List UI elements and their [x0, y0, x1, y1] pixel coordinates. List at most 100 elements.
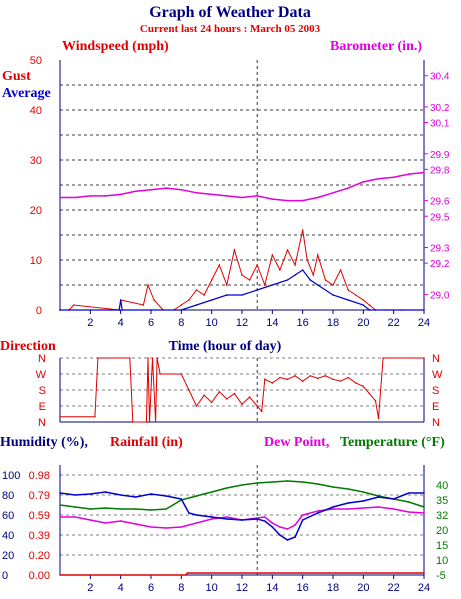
average-series-point: [226, 294, 228, 296]
direction-right-label: W: [432, 369, 443, 381]
average-series-point: [423, 309, 425, 311]
dewpoint-series-point: [119, 520, 122, 522]
dewpoint-series-point: [59, 516, 61, 518]
gust-series-point: [233, 249, 236, 251]
humidity-series-point: [362, 500, 365, 502]
gust-series-point: [347, 289, 350, 291]
direction-series-point: [279, 376, 281, 379]
legend-gust: Gust: [2, 69, 31, 84]
gust-series-point: [248, 279, 251, 281]
direction-series-point: [241, 403, 243, 406]
panel1-x-tick-label: 12: [236, 317, 248, 329]
direction-series-point: [355, 382, 357, 384]
direction-series-point: [226, 398, 228, 400]
humidity-series-point: [392, 498, 395, 500]
dewpoint-series-point: [180, 526, 183, 528]
panel3-x-tick-label: 6: [148, 582, 154, 594]
humidity-series-point: [241, 519, 243, 521]
gust-series-point: [180, 304, 183, 306]
panel1-x-tick-label: 20: [357, 317, 369, 329]
gust-series-point: [355, 294, 357, 296]
direction-series-point: [286, 378, 289, 381]
average-series-point: [332, 294, 334, 296]
direction-series-point: [154, 421, 157, 423]
panel3-x-tick-label: 20: [357, 582, 369, 594]
rainfall-series-point: [185, 574, 187, 576]
average-series-point: [256, 289, 259, 291]
dewpoint-series-point: [210, 518, 213, 520]
chart-subtitle: Current last 24 hours : March 05 2003: [140, 23, 321, 35]
panel1-x-tick-label: 14: [266, 317, 278, 329]
humidity-series-point: [195, 514, 198, 516]
direction-series-point: [151, 357, 154, 359]
direction-series-point: [203, 394, 205, 397]
gust-series-point: [339, 269, 342, 271]
direction-series-point: [271, 382, 274, 384]
barometer-series-point: [210, 193, 213, 196]
barometer-series-point: [392, 176, 395, 178]
direction-left-label: S: [39, 385, 46, 397]
direction-series-point: [374, 399, 377, 402]
dewpoint-series-point: [347, 508, 350, 510]
dewpoint-series-point: [104, 522, 107, 524]
gust-series-point: [142, 304, 145, 306]
panel1-x-tick-label: 2: [87, 317, 93, 329]
humidity-tick-label: 0: [2, 570, 8, 582]
temperature-series-point: [408, 501, 410, 503]
average-series-point: [301, 269, 304, 271]
humidity-series-point: [271, 526, 274, 528]
direction-right-label: N: [432, 417, 440, 429]
barometer-series-point: [332, 192, 334, 194]
dewpoint-series-point: [195, 522, 198, 524]
rainfall-tick-label: 0.20: [29, 550, 50, 562]
temperature-tick-label: 35: [436, 495, 448, 507]
dewpoint-series-point: [74, 516, 76, 518]
direction-series-point: [97, 357, 99, 359]
direction-series-point: [339, 380, 342, 382]
panel1-x-tick-label: 22: [388, 317, 400, 329]
humidity-tick-label: 100: [2, 470, 20, 482]
dewpoint-series-point: [264, 516, 266, 518]
direction-series-point: [180, 373, 183, 375]
dewpoint-series-point: [301, 514, 304, 516]
rainfall-series: [60, 572, 424, 576]
direction-series-point: [147, 357, 149, 359]
gust-series-point: [264, 284, 266, 286]
gust-series-point: [368, 304, 371, 306]
average-series-point: [119, 299, 122, 301]
direction-series-point: [195, 405, 198, 407]
rainfall-tick-label: 0.79: [29, 490, 50, 502]
panel3-x-tick-label: 10: [206, 582, 218, 594]
average-series-point: [210, 299, 213, 301]
humidity-series: [59, 491, 424, 541]
rainfall-tick-label: 0.98: [29, 470, 50, 482]
dewpoint-series-point: [89, 519, 92, 521]
direction-series-point: [256, 405, 259, 407]
barometer-tick-label: 29.6: [430, 197, 450, 208]
barometer-tick-label: 29.5: [430, 212, 450, 223]
average-series-point: [294, 274, 296, 276]
average-series-point: [271, 284, 274, 286]
average-series-point: [180, 309, 183, 311]
humidity-series-point: [294, 536, 296, 538]
direction-series-point: [309, 375, 312, 377]
humidity-series-point: [210, 516, 213, 518]
temperature-series-point: [301, 481, 304, 483]
direction-series-point: [132, 421, 134, 423]
direction-series-point: [248, 396, 251, 398]
barometer-tick-label: 29.8: [430, 165, 450, 176]
average-series-point: [150, 309, 152, 311]
rainfall-series-point: [423, 572, 425, 574]
gust-series-point: [153, 299, 155, 301]
barometer-series-point: [317, 196, 319, 199]
average-series-point: [317, 284, 319, 286]
humidity-series-point: [119, 494, 122, 496]
direction-series-point: [423, 357, 425, 359]
temperature-series-point: [135, 508, 137, 510]
direction-right-label: N: [432, 353, 440, 365]
panel3-x-tick-label: 4: [118, 582, 124, 594]
gust-series-point: [286, 249, 289, 251]
windspeed-tick-label: 10: [30, 255, 42, 267]
temperature-series-point: [317, 483, 319, 485]
direction-series-point: [148, 421, 151, 423]
